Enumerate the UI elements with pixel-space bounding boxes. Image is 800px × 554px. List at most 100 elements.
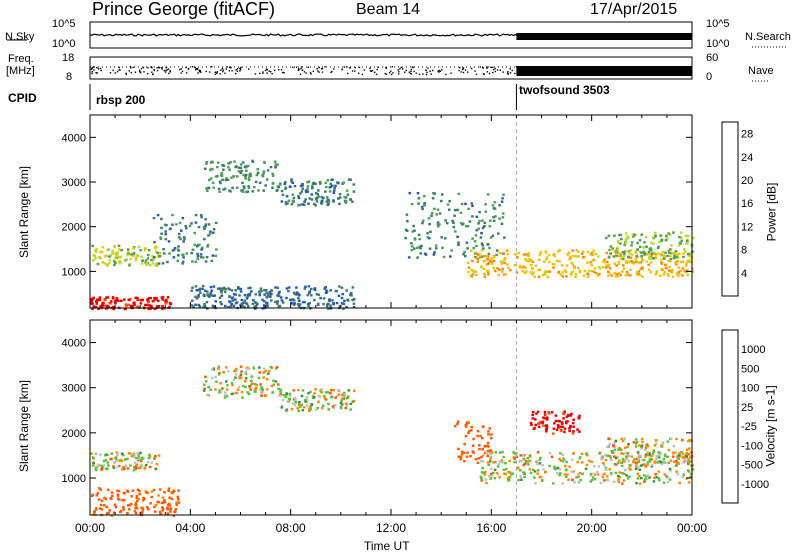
power-cell <box>329 182 332 186</box>
power-cell <box>408 191 412 195</box>
velocity-cell <box>596 473 600 476</box>
power-cell <box>194 285 198 288</box>
velocity-cell <box>202 389 206 392</box>
power-cell <box>586 275 590 278</box>
velocity-cell <box>559 425 563 428</box>
power-cell <box>644 253 648 256</box>
power-cell <box>662 254 666 257</box>
velocity-cell <box>625 474 628 477</box>
power-cell <box>480 255 483 258</box>
velocity-cell <box>168 496 171 499</box>
power-cell <box>201 256 205 259</box>
freq-dot <box>388 72 391 74</box>
power-cell <box>410 202 414 206</box>
power-cell <box>662 273 665 276</box>
power-cell <box>161 262 165 265</box>
power-cell <box>578 269 582 273</box>
freq-dot <box>341 68 343 70</box>
power-cell <box>197 303 200 307</box>
power-cell <box>310 198 314 201</box>
velocity-cell <box>477 457 481 460</box>
velocity-cell <box>121 466 125 469</box>
freq-dot <box>132 66 134 69</box>
power-cell <box>627 255 630 258</box>
velocity-cell <box>562 457 565 460</box>
velocity-cell <box>322 394 326 398</box>
velocity-cell <box>250 375 254 378</box>
power-cell <box>558 260 561 263</box>
velocity-cell <box>488 427 492 430</box>
power-colorbar-tick-label: 20 <box>741 175 753 187</box>
freq-dot <box>361 73 363 76</box>
power-cell <box>509 269 512 272</box>
velocity-cell <box>471 444 475 447</box>
power-cell <box>291 302 294 305</box>
velocity-cell <box>487 445 490 448</box>
velocity-cell <box>232 378 236 382</box>
power-cell <box>546 275 550 279</box>
velocity-cell <box>598 451 602 454</box>
power-cell <box>185 252 188 255</box>
freq-dot <box>118 69 120 71</box>
velocity-cell <box>586 454 589 457</box>
power-cell <box>181 262 184 265</box>
velocity-cell <box>488 452 492 455</box>
power-cell <box>484 203 487 206</box>
velocity-cell <box>610 458 613 462</box>
power-cell <box>241 188 245 192</box>
power-cell <box>593 267 597 270</box>
velocity-cell <box>666 480 670 484</box>
velocity-cell <box>561 460 565 463</box>
power-cell <box>679 242 682 245</box>
velocity-cell <box>464 424 468 427</box>
velocity-cell <box>163 499 166 502</box>
power-cell <box>108 255 111 258</box>
velocity-cell <box>585 463 589 467</box>
velocity-cell <box>600 455 604 458</box>
velocity-cell <box>502 455 505 459</box>
noise-left-tick-high: 10^5 <box>52 18 76 30</box>
power-cell <box>241 181 244 185</box>
power-cell <box>317 189 320 192</box>
velocity-cell <box>143 497 146 500</box>
power-colorbar-frame <box>721 121 739 297</box>
velocity-cell <box>671 455 675 458</box>
power-cell <box>405 229 409 232</box>
velocity-cell <box>93 510 96 513</box>
velocity-cell <box>103 459 106 463</box>
power-cell <box>152 216 156 220</box>
power-cell <box>164 223 167 227</box>
power-cell <box>631 260 635 263</box>
power-cell <box>156 213 160 217</box>
power-cell <box>146 257 150 260</box>
power-cell <box>475 273 478 277</box>
power-cell <box>239 166 243 170</box>
velocity-cell <box>124 464 128 467</box>
power-cell <box>635 260 638 264</box>
power-cell <box>681 274 684 277</box>
power-cell <box>218 190 221 193</box>
velocity-cell <box>214 388 217 391</box>
power-cell <box>636 248 640 251</box>
velocity-cell <box>541 420 545 423</box>
velocity-cell <box>161 506 164 509</box>
velocity-cell <box>595 470 599 474</box>
freq-dot <box>490 66 492 69</box>
velocity-cell <box>266 378 269 381</box>
velocity-cell <box>521 454 525 457</box>
power-cell <box>106 264 109 267</box>
power-cell <box>261 175 265 178</box>
power-cell <box>190 304 194 307</box>
velocity-cell <box>254 388 257 391</box>
power-cell <box>94 257 97 260</box>
power-cell <box>123 298 126 301</box>
velocity-cell <box>489 437 493 440</box>
power-cell <box>160 296 164 299</box>
power-cell <box>457 243 460 246</box>
noise-search-band <box>516 33 692 40</box>
velocity-cell <box>603 454 607 457</box>
power-cell <box>307 304 310 307</box>
freq-label-line2: [MHz] <box>6 65 35 77</box>
power-cell <box>489 219 492 222</box>
